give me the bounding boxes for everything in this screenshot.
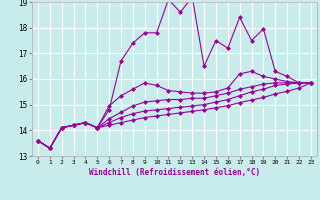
X-axis label: Windchill (Refroidissement éolien,°C): Windchill (Refroidissement éolien,°C) bbox=[89, 168, 260, 177]
